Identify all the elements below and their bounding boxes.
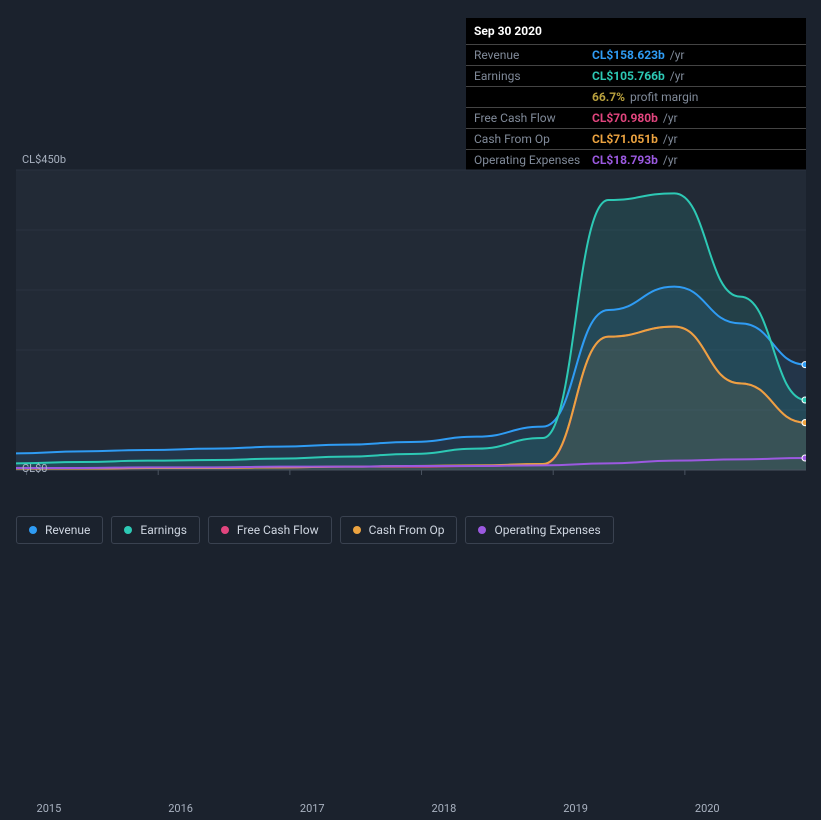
series-end-marker — [802, 397, 806, 403]
tooltip-value: CL$71.051b — [592, 132, 658, 146]
tooltip-suffix: /yr — [667, 48, 685, 62]
y-axis-max-label: CL$450b — [22, 153, 66, 166]
chart-legend: Revenue Earnings Free Cash Flow Cash From O… — [16, 516, 614, 544]
tooltip-row: RevenueCL$158.623b /yr — [466, 45, 806, 66]
tooltip-suffix: /yr — [660, 132, 678, 146]
tooltip-value-wrap: CL$70.980b /yr — [592, 111, 678, 125]
x-axis-label: 2018 — [432, 802, 457, 815]
legend-swatch-icon — [478, 526, 486, 534]
legend-swatch-icon — [29, 526, 37, 534]
x-axis-label: 2015 — [37, 802, 62, 815]
tooltip-value-wrap: CL$105.766b /yr — [592, 69, 684, 83]
tooltip-value-wrap: CL$158.623b /yr — [592, 48, 684, 62]
tooltip-value: 66.7% — [592, 90, 625, 104]
legend-label: Earnings — [140, 523, 187, 537]
tooltip-value: CL$158.623b — [592, 48, 665, 62]
legend-item[interactable]: Operating Expenses — [465, 516, 613, 544]
tooltip-suffix: /yr — [667, 69, 685, 83]
legend-label: Revenue — [45, 523, 90, 537]
line-chart[interactable] — [16, 155, 806, 475]
tooltip-label: Cash From Op — [474, 132, 592, 146]
series-end-marker — [802, 362, 806, 368]
legend-label: Free Cash Flow — [237, 523, 319, 537]
series-end-marker — [802, 455, 806, 461]
legend-label: Operating Expenses — [494, 523, 600, 537]
tooltip-value-wrap: CL$71.051b /yr — [592, 132, 678, 146]
legend-item[interactable]: Cash From Op — [340, 516, 458, 544]
y-axis-zero-label: CL$0 — [22, 462, 47, 475]
x-axis-label: 2017 — [300, 802, 325, 815]
tooltip-label: Free Cash Flow — [474, 111, 592, 125]
legend-label: Cash From Op — [369, 523, 445, 537]
tooltip-label: Revenue — [474, 48, 592, 62]
tooltip-date: Sep 30 2020 — [466, 18, 806, 45]
legend-swatch-icon — [221, 526, 229, 534]
legend-swatch-icon — [124, 526, 132, 534]
tooltip-row: Free Cash FlowCL$70.980b /yr — [466, 108, 806, 129]
tooltip-label — [474, 90, 592, 104]
chart-tooltip: Sep 30 2020 RevenueCL$158.623b /yrEarnin… — [466, 18, 806, 171]
series-end-marker — [802, 420, 806, 426]
tooltip-suffix: profit margin — [627, 90, 698, 104]
legend-item[interactable]: Free Cash Flow — [208, 516, 332, 544]
x-axis-label: 2016 — [168, 802, 193, 815]
legend-swatch-icon — [353, 526, 361, 534]
tooltip-value: CL$70.980b — [592, 111, 658, 125]
x-axis-label: 2020 — [695, 802, 720, 815]
tooltip-value-wrap: 66.7% profit margin — [592, 90, 698, 104]
x-axis-labels: 2015 2016 2017 2018 2019 2020 — [16, 802, 806, 820]
tooltip-label: Earnings — [474, 69, 592, 83]
tooltip-suffix: /yr — [660, 111, 678, 125]
x-axis-label: 2019 — [563, 802, 588, 815]
tooltip-row: EarningsCL$105.766b /yr — [466, 66, 806, 87]
legend-item[interactable]: Revenue — [16, 516, 103, 544]
tooltip-row: 66.7% profit margin — [466, 87, 806, 108]
tooltip-row: Cash From OpCL$71.051b /yr — [466, 129, 806, 150]
chart-area: CL$450b CL$0 201520162017201820192020 — [16, 155, 806, 499]
tooltip-value: CL$105.766b — [592, 69, 665, 83]
legend-item[interactable]: Earnings — [111, 516, 200, 544]
